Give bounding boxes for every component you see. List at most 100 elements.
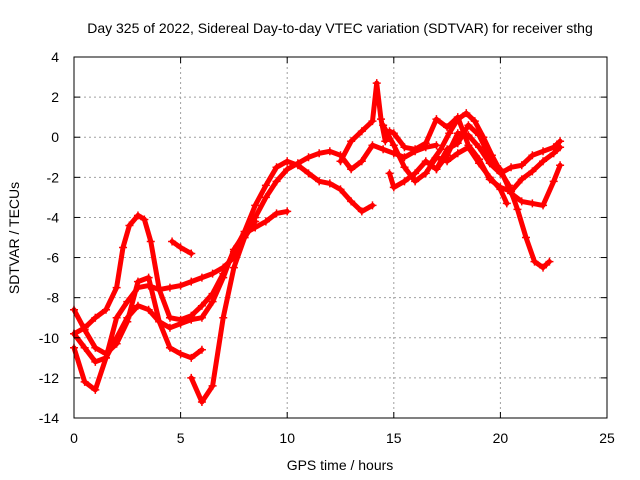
data-point (517, 161, 526, 170)
data-point (229, 247, 238, 256)
x-tick-label: 0 (70, 430, 78, 446)
y-tick-label: 0 (51, 129, 59, 145)
data-point (462, 109, 471, 118)
data-point (112, 283, 121, 292)
data-point (368, 117, 377, 126)
data-point (80, 343, 89, 352)
data-point (176, 315, 185, 324)
data-point (377, 115, 386, 124)
data-point (197, 345, 206, 354)
data-point (261, 217, 270, 226)
data-point (187, 249, 196, 258)
data-point (176, 243, 185, 252)
data-point (208, 289, 217, 298)
data-point (336, 185, 345, 194)
data-point (251, 213, 260, 222)
data-point (453, 129, 462, 138)
data-point (545, 257, 554, 266)
data-point (539, 263, 548, 272)
data-point (144, 305, 153, 314)
data-point (283, 207, 292, 216)
data-point (197, 313, 206, 322)
data-point (176, 281, 185, 290)
data-point (453, 149, 462, 158)
data-point (453, 115, 462, 124)
data-point (379, 145, 388, 154)
data-point (517, 175, 526, 184)
data-point (165, 323, 174, 332)
data-point (436, 145, 445, 154)
data-point (208, 297, 217, 306)
data-traces (70, 79, 565, 406)
data-point (101, 305, 110, 314)
data-point (155, 285, 164, 294)
data-point (91, 357, 100, 366)
data-point (379, 121, 388, 130)
data-point (496, 169, 505, 178)
data-point (187, 311, 196, 320)
data-point (91, 313, 100, 322)
x-axis-label: GPS time / hours (287, 457, 394, 473)
data-point (421, 169, 430, 178)
data-point (521, 233, 530, 242)
y-tick-label: -12 (39, 370, 59, 386)
data-point (504, 181, 513, 190)
data-point (464, 121, 473, 130)
data-point (176, 349, 185, 358)
data-point (464, 131, 473, 140)
data-point (165, 283, 174, 292)
data-point (155, 317, 164, 326)
data-point (112, 333, 121, 342)
data-point (304, 169, 313, 178)
data-point (144, 273, 153, 282)
data-point (443, 123, 452, 132)
data-point (261, 181, 270, 190)
data-point (133, 211, 142, 220)
plot-frame (73, 56, 608, 419)
data-point (272, 177, 281, 186)
data-point (168, 237, 177, 246)
data-point (101, 353, 110, 362)
y-tick-label: -8 (47, 290, 60, 306)
data-point (165, 313, 174, 322)
data-point (119, 243, 128, 252)
data-point (475, 143, 484, 152)
data-point (80, 377, 89, 386)
data-point (240, 233, 249, 242)
x-tick-label: 15 (386, 430, 402, 446)
data-point (475, 159, 484, 168)
data-point (112, 313, 121, 322)
data-point (123, 313, 132, 322)
data-point (421, 139, 430, 148)
data-point (251, 201, 260, 210)
data-point (432, 115, 441, 124)
data-point (445, 129, 454, 138)
y-tick-label: -6 (47, 250, 60, 266)
data-point (187, 277, 196, 286)
y-tick-label: -4 (47, 209, 60, 225)
y-tick-label: -14 (39, 410, 59, 426)
y-tick-label: 4 (51, 49, 59, 65)
data-point (432, 165, 441, 174)
data-point (528, 199, 537, 208)
data-point (389, 129, 398, 138)
data-point (272, 163, 281, 172)
data-point (336, 157, 345, 166)
x-tick-label: 5 (177, 430, 185, 446)
data-point (208, 381, 217, 390)
data-point (315, 177, 324, 186)
data-point (443, 157, 452, 166)
data-point (479, 133, 488, 142)
data-point (272, 209, 281, 218)
data-point (133, 277, 142, 286)
data-point (556, 161, 565, 170)
data-point (485, 159, 494, 168)
data-point (357, 127, 366, 136)
data-point (219, 313, 228, 322)
data-point (219, 269, 228, 278)
data-point (368, 201, 377, 210)
data-point (91, 343, 100, 352)
data-point (513, 205, 522, 214)
